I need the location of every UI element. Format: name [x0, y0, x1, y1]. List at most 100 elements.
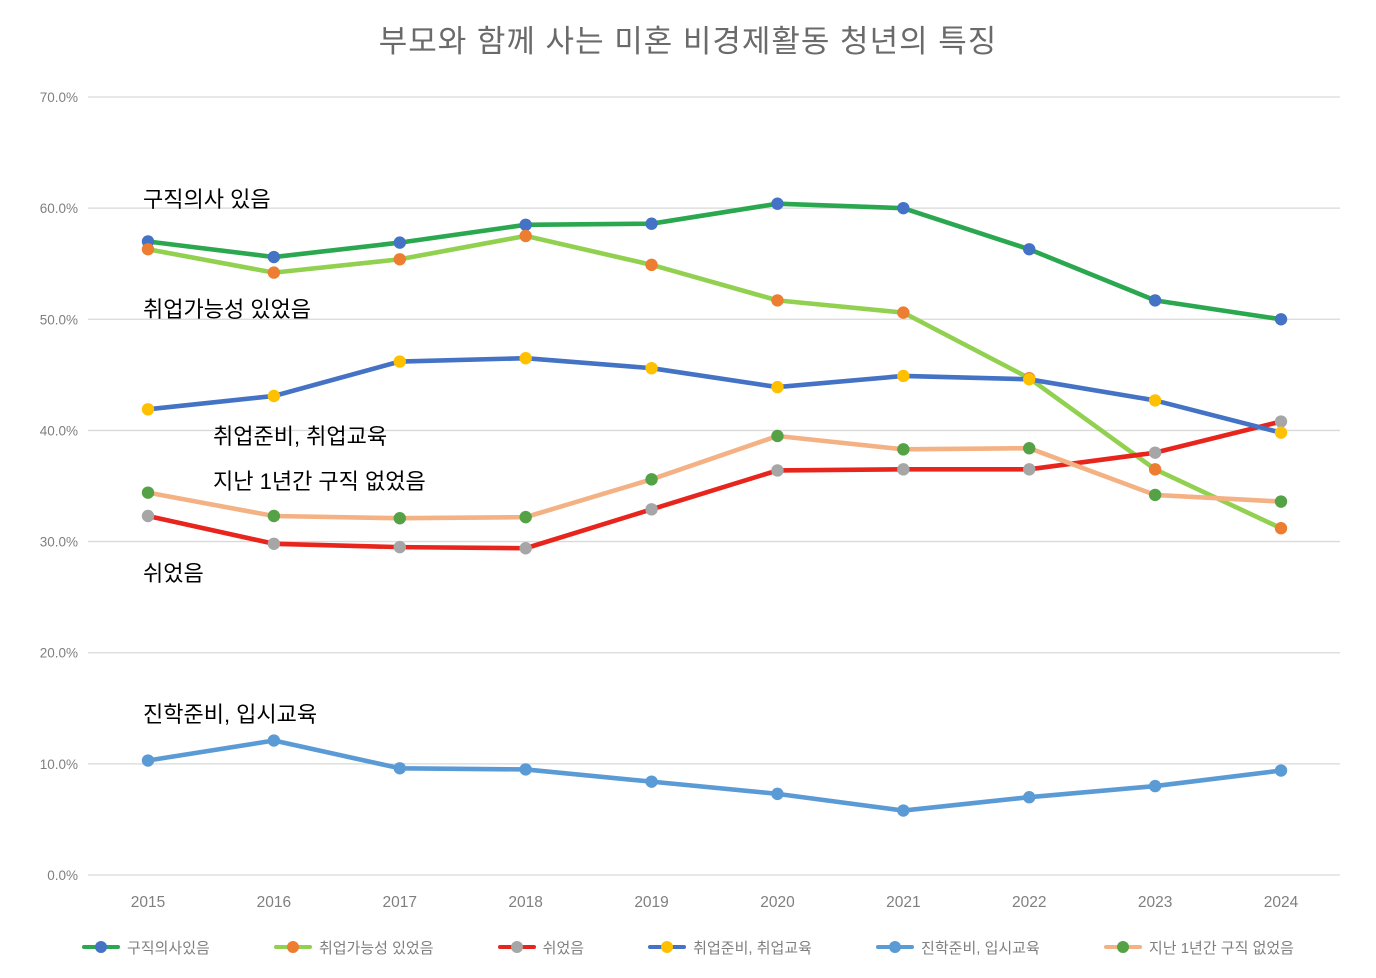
x-axis-tick-label: 2016	[257, 894, 291, 911]
data-point	[645, 503, 658, 516]
series-line-6	[145, 433, 1284, 521]
data-point	[645, 361, 658, 375]
data-point	[1274, 522, 1288, 535]
data-point	[771, 294, 784, 307]
data-point	[1023, 442, 1036, 455]
series-line-3	[145, 419, 1284, 551]
x-axis-tick-label: 2020	[760, 894, 795, 911]
data-point	[897, 201, 910, 215]
y-axis-tick-label: 60.0%	[40, 201, 78, 216]
y-axis-tick-label: 40.0%	[40, 423, 78, 438]
line-chart: 0.0% 10.0% 20.0% 30.0% 40.0% 50.0% 60.0% 70.0% 2…	[40, 90, 1340, 911]
data-point	[645, 217, 658, 230]
data-point	[393, 355, 406, 368]
data-point	[393, 512, 406, 525]
legend-swatch-icon	[876, 941, 915, 953]
series-annotation: 지난 1년간 구직 없었음	[213, 469, 426, 494]
data-point	[1274, 426, 1288, 439]
data-point	[1023, 791, 1036, 804]
data-point	[1148, 779, 1162, 793]
data-point	[141, 243, 155, 256]
data-point	[267, 537, 281, 550]
legend-swatch-icon	[273, 941, 312, 953]
x-axis-tick-label: 2022	[1012, 894, 1046, 911]
x-axis-tick-label: 2017	[383, 894, 417, 911]
legend-swatch-icon	[648, 941, 687, 953]
data-point	[267, 734, 281, 747]
y-axis-tick-label: 70.0%	[40, 90, 78, 105]
legend-marker-icon	[889, 941, 902, 953]
legend-item-5: 진학준비, 입시교육	[876, 937, 1040, 958]
data-point	[1148, 488, 1162, 502]
x-axis-tick-label: 2018	[508, 894, 542, 911]
series-line-2	[145, 233, 1284, 531]
data-point	[897, 306, 910, 319]
data-point	[1148, 394, 1162, 407]
legend-item-6: 지난 1년간 구직 없었음	[1103, 937, 1294, 958]
legend-item-2: 취업가능성 있었음	[273, 937, 434, 958]
data-point	[645, 473, 658, 486]
data-point	[771, 429, 784, 443]
y-axis-tick-label: 20.0%	[40, 646, 78, 661]
legend-swatch-icon	[497, 941, 536, 953]
data-point	[267, 389, 281, 403]
data-point	[645, 775, 658, 788]
data-point	[1148, 294, 1162, 307]
legend-marker-icon	[95, 941, 107, 953]
series-line-1	[145, 201, 1284, 322]
data-point	[141, 509, 155, 523]
series-line-5	[145, 738, 1284, 813]
x-axis-tick-label: 2021	[886, 894, 920, 911]
legend-item-3: 쉬었음	[497, 937, 585, 958]
series-annotation: 취업준비, 취업교육	[213, 424, 387, 449]
data-point	[771, 787, 784, 801]
data-point	[519, 510, 532, 524]
legend-label: 지난 1년간 구직 없었음	[1148, 939, 1294, 957]
data-point	[1148, 463, 1162, 476]
data-point	[393, 236, 406, 249]
data-point	[393, 540, 406, 554]
data-point	[141, 486, 155, 499]
x-axis-tick-label: 2015	[131, 894, 165, 911]
legend-item-4: 취업준비, 취업교육	[648, 937, 812, 958]
data-point	[1274, 415, 1288, 428]
data-point	[1274, 495, 1288, 508]
legend-marker-icon	[286, 941, 299, 953]
series-line-4	[145, 355, 1284, 435]
series-annotation: 쉬었음	[143, 561, 204, 586]
data-point	[519, 763, 532, 776]
legend-marker-icon	[661, 941, 674, 953]
data-point	[519, 542, 532, 555]
data-point	[1274, 764, 1288, 777]
y-axis-tick-label: 50.0%	[40, 312, 78, 327]
data-point	[519, 351, 532, 365]
data-point	[771, 464, 784, 477]
data-point	[645, 258, 658, 272]
y-axis-tick-label: 0.0%	[47, 868, 78, 883]
x-axis-tick-label: 2019	[634, 894, 668, 911]
chart-legend: 구직의사있음 취업가능성 있었음 쉬었음 취업준비, 취업교육 진학준비, 입시교육 지난…	[0, 933, 1376, 961]
data-point	[267, 509, 281, 523]
legend-label: 진학준비, 입시교육	[921, 939, 1040, 957]
data-point	[1023, 373, 1036, 386]
legend-swatch-icon	[1103, 941, 1142, 953]
data-point	[771, 197, 784, 210]
x-axis-tick-label: 2023	[1138, 894, 1172, 911]
series-annotation: 진학준비, 입시교육	[143, 702, 317, 727]
data-point	[897, 369, 910, 383]
data-point	[897, 463, 910, 476]
chart-title: 부모와 함께 사는 미혼 비경제활동 청년의 특징	[378, 24, 998, 59]
legend-marker-icon	[1116, 941, 1129, 953]
data-point	[267, 250, 281, 264]
data-point	[267, 266, 281, 279]
data-point	[393, 253, 406, 266]
legend-label: 구직의사있음	[127, 939, 210, 957]
legend-label: 취업준비, 취업교육	[693, 939, 812, 957]
y-axis-tick-label: 10.0%	[40, 757, 78, 772]
data-point	[393, 762, 406, 775]
data-point	[1023, 463, 1036, 476]
data-point	[1023, 243, 1036, 256]
legend-label: 쉬었음	[542, 939, 585, 957]
data-point	[141, 754, 155, 767]
legend-swatch-icon	[82, 941, 120, 953]
